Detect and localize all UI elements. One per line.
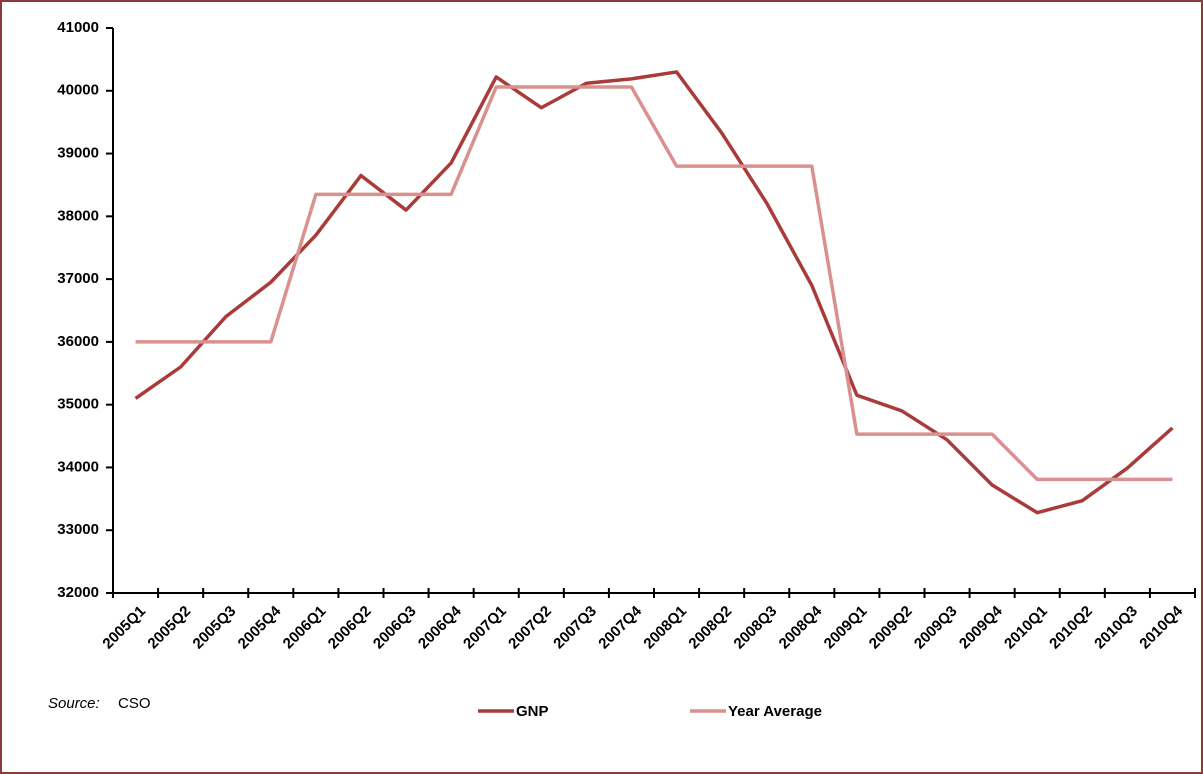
- y-tick-label: 32000: [57, 584, 99, 601]
- source-label: Source:: [48, 695, 100, 712]
- series-line: [135, 85, 1173, 482]
- y-tick-label: 37000: [57, 270, 99, 287]
- series-line: [134, 70, 1174, 515]
- y-tick-label: 39000: [57, 145, 99, 162]
- source: CSO: [118, 695, 151, 712]
- legend-label: GNP: [516, 703, 549, 720]
- legend-label: Year Average: [728, 703, 822, 720]
- y-tick-label: 36000: [57, 333, 99, 350]
- y-tick-label: 33000: [57, 521, 99, 538]
- y-tick-label: 40000: [57, 82, 99, 99]
- y-tick-label: 38000: [57, 207, 99, 224]
- y-tick-label: 35000: [57, 396, 99, 413]
- y-tick-label: 34000: [57, 458, 99, 475]
- y-tick-label: 41000: [57, 19, 99, 36]
